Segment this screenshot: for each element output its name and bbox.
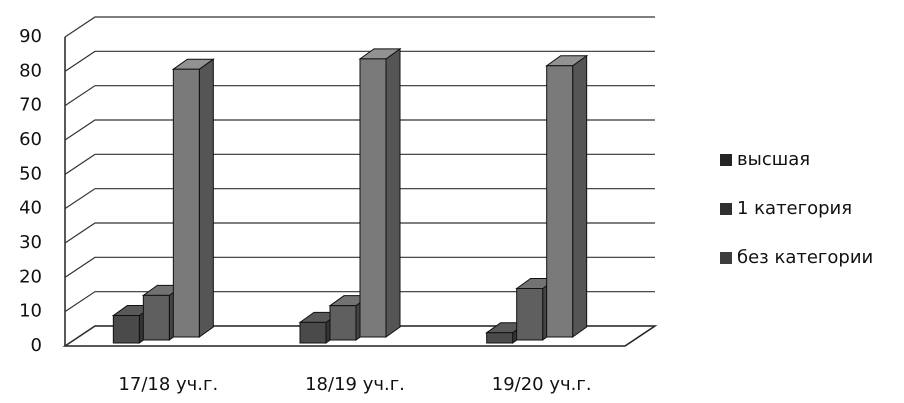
y-tick-label: 70 bbox=[19, 95, 42, 116]
grid-line bbox=[64, 50, 655, 72]
bar-side bbox=[572, 54, 588, 338]
grid-line bbox=[64, 325, 655, 347]
grid-line bbox=[64, 256, 655, 278]
y-tick-label: 10 bbox=[19, 301, 42, 322]
bar-front bbox=[142, 294, 170, 341]
legend-swatch bbox=[720, 203, 732, 215]
y-tick-label: 20 bbox=[19, 266, 42, 287]
grid-line bbox=[64, 222, 655, 244]
bar-front bbox=[359, 58, 387, 338]
x-tick-label: 18/19 уч.г. bbox=[305, 374, 405, 395]
bar-front bbox=[486, 332, 514, 344]
bar-front bbox=[299, 321, 327, 344]
y-tick-label: 90 bbox=[19, 26, 42, 47]
y-tick-label: 50 bbox=[19, 163, 42, 184]
legend-label: 1 категория bbox=[737, 198, 852, 219]
grid-line bbox=[64, 188, 655, 210]
grid-line bbox=[64, 16, 655, 38]
y-tick-label: 60 bbox=[19, 129, 42, 150]
grid-line bbox=[64, 119, 655, 141]
x-tick-label: 17/18 уч.г. bbox=[118, 374, 218, 395]
grid-line bbox=[64, 153, 655, 175]
bar-front bbox=[172, 68, 200, 338]
grid-line bbox=[64, 291, 655, 313]
legend-label: высшая bbox=[737, 149, 810, 170]
bar-front bbox=[546, 65, 574, 338]
bar-side bbox=[385, 47, 401, 338]
bar bbox=[545, 54, 589, 338]
y-tick-label: 0 bbox=[31, 335, 42, 356]
bar-front bbox=[112, 315, 140, 344]
y-tick-label: 40 bbox=[19, 198, 42, 219]
y-tick-label: 30 bbox=[19, 232, 42, 253]
y-tick-label: 80 bbox=[19, 60, 42, 81]
legend-label: без категории bbox=[737, 247, 873, 268]
bar bbox=[171, 58, 215, 338]
legend-swatch bbox=[720, 252, 732, 264]
bar-side bbox=[198, 58, 214, 338]
x-tick-label: 19/20 уч.г. bbox=[492, 374, 592, 395]
legend-swatch bbox=[720, 154, 732, 166]
bar-front bbox=[329, 305, 357, 341]
bar bbox=[358, 47, 402, 338]
grid-line bbox=[64, 85, 655, 107]
bar-front bbox=[516, 288, 544, 341]
